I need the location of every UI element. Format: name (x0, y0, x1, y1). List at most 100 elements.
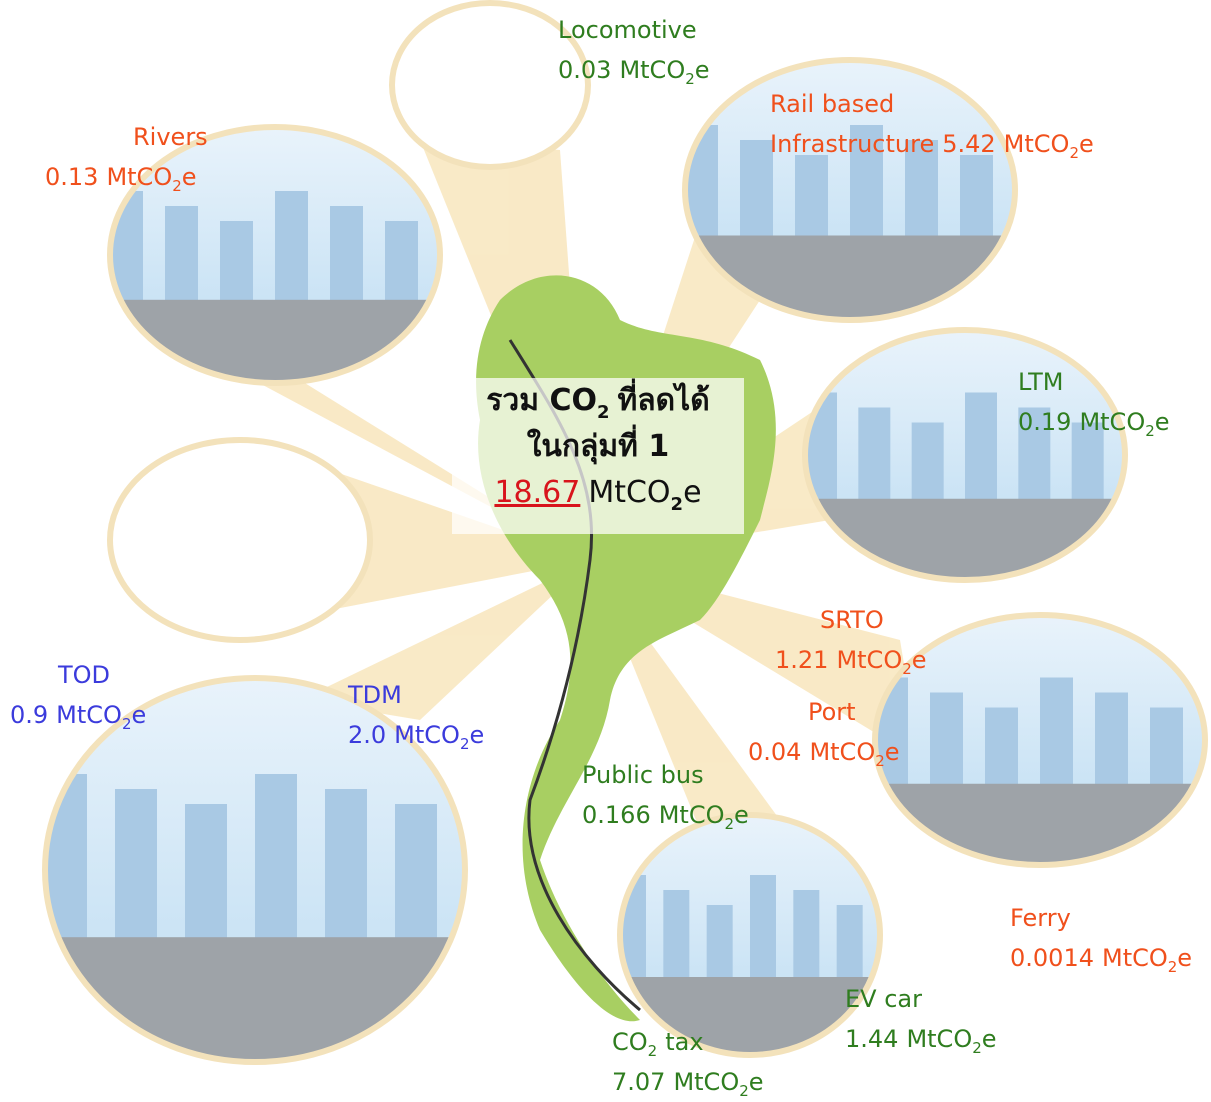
label-name: EV car (845, 985, 922, 1013)
unit: MtCO (906, 1025, 972, 1053)
unit-sub: 2 (1069, 144, 1079, 162)
unit-sub: 2 (172, 177, 182, 195)
label-value-line: 0.04 MtCO2e (748, 732, 900, 772)
ground (875, 784, 1205, 909)
label-name: TOD (58, 661, 110, 689)
label-name: Infrastructure (770, 130, 934, 158)
label-line: LTM (1018, 362, 1170, 402)
unit: MtCO (836, 646, 902, 674)
label-line: EV car (845, 979, 997, 1019)
unit: e (1177, 944, 1192, 972)
total-line2: ในกลุ่มที่ 1 (452, 424, 744, 470)
label-line: Public bus (582, 755, 749, 795)
page: รวม CO2ที่ลดได้ ในกลุ่มที่ 1 18.67MtCO2e… (0, 0, 1211, 1095)
label-value-line: 1.21 MtCO2e (775, 640, 927, 680)
label-value: 5.42 (942, 130, 995, 158)
label: SRTO 1.21 MtCO2e (775, 600, 927, 680)
unit: e (683, 475, 701, 510)
ground (45, 937, 465, 1095)
unit-sub: 2 (724, 815, 734, 833)
total-line1: รวม CO2 ที่ลดได้ (452, 378, 744, 424)
label-value-line: 0.166 MtCO2e (582, 795, 749, 835)
unit-sub: 2 (671, 494, 684, 515)
unit: MtCO (809, 738, 875, 766)
label-value: 2.0 (348, 721, 386, 749)
label: Locomotive 0.03 MtCO2e (558, 10, 710, 90)
unit: e (912, 646, 927, 674)
ground (110, 300, 440, 428)
label-name: Ferry (1010, 904, 1071, 932)
label: Public bus 0.166 MtCO2e (582, 755, 749, 835)
label-line: CO2 tax (612, 1022, 764, 1062)
total-value: 18.67 (494, 475, 580, 510)
unit: e (182, 163, 197, 191)
unit-sub: 2 (685, 70, 695, 88)
label-line: SRTO (820, 600, 927, 640)
unit: MtCO (106, 163, 172, 191)
label-value: 0.9 (10, 701, 48, 729)
total-sub: 2 (597, 402, 610, 423)
unit: MtCO (619, 56, 685, 84)
label-name: CO (612, 1028, 648, 1056)
label-line: Ferry (1010, 898, 1192, 938)
unit: MtCO (56, 701, 122, 729)
unit: MtCO (588, 475, 670, 510)
label-value: 1.21 (775, 646, 828, 674)
label-line: Locomotive (558, 10, 710, 50)
total-text: รวม CO (486, 383, 597, 418)
unit: e (734, 801, 749, 829)
label-line: Rivers (133, 117, 208, 157)
unit: e (885, 738, 900, 766)
label-name: tax (665, 1028, 703, 1056)
label-value: 0.166 (582, 801, 651, 829)
label-line: TOD (58, 655, 146, 695)
label-value: 0.03 (558, 56, 611, 84)
label: Rail based Infrastructure 5.42 MtCO2e (770, 84, 1094, 164)
unit: MtCO (1079, 408, 1145, 436)
unit: MtCO (673, 1068, 739, 1096)
unit: e (1079, 130, 1094, 158)
label-name: Rivers (133, 123, 208, 151)
unit: e (749, 1068, 764, 1096)
unit-sub: 2 (972, 1039, 982, 1057)
label-name: Rail based (770, 90, 894, 118)
unit-sub: 2 (875, 752, 885, 770)
unit: e (469, 721, 484, 749)
unit: MtCO (1004, 130, 1070, 158)
unit-sub: 2 (739, 1082, 749, 1100)
unit-sub: 2 (902, 660, 912, 678)
label-name: LTM (1018, 368, 1063, 396)
label-name-sub: 2 (648, 1042, 658, 1060)
unit: e (131, 701, 146, 729)
label-value-line: 7.07 MtCO2e (612, 1062, 764, 1102)
unit: MtCO (394, 721, 460, 749)
label-value: 7.07 (612, 1068, 665, 1096)
total-text: ที่ลดได้ (618, 383, 710, 418)
label-name: Locomotive (558, 16, 697, 44)
unit-sub: 2 (1168, 958, 1178, 976)
label-line: Port (808, 692, 900, 732)
label-name: Public bus (582, 761, 704, 789)
unit: MtCO (659, 801, 725, 829)
label-line: TDM (348, 675, 484, 715)
label-value: 1.44 (845, 1025, 898, 1053)
label-value: 0.19 (1018, 408, 1071, 436)
label-value: 0.0014 (1010, 944, 1094, 972)
label-line: Rail based (770, 84, 1094, 124)
label-value: 0.04 (748, 738, 801, 766)
unit: e (695, 56, 710, 84)
label: LTM0.19MtCO2e (1018, 362, 1170, 442)
label-value-line: 0.19MtCO2e (1018, 402, 1170, 442)
